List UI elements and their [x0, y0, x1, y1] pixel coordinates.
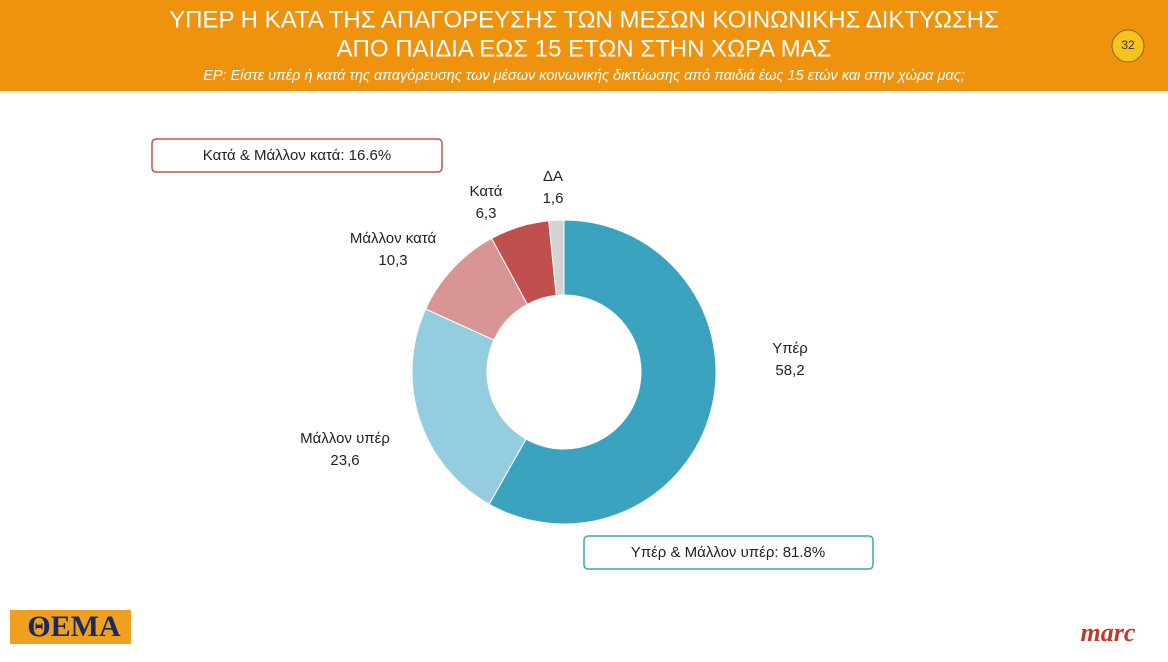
logo-bg — [10, 610, 131, 644]
annotation-box — [583, 535, 874, 570]
logo-left: ΘΕΜΑ — [27, 610, 121, 643]
logo-right: marc — [1081, 618, 1136, 647]
page-number: 32 — [1121, 38, 1135, 52]
chart-title: ΥΠΕΡ Η ΚΑΤΑ ΤΗΣ ΑΠΑΓΟΡΕΥΣΗΣ ΤΩΝ ΜΕΣΩΝ ΚΟ… — [169, 6, 999, 33]
category-label: Μάλλον κατά — [350, 230, 437, 247]
chart-title: ΑΠΟ ΠΑΙΔΙΑ ΕΩΣ 15 ΕΤΩΝ ΣΤΗΝ ΧΩΡΑ ΜΑΣ — [337, 35, 832, 62]
annotation-box — [151, 138, 443, 173]
annotation: Κατά & Μάλλον κατά: 16.6% — [203, 147, 391, 164]
value-label: 1,6 — [543, 190, 564, 207]
donut-segment — [548, 219, 565, 296]
category-label: Μάλλον υπέρ — [300, 430, 390, 447]
value-label: 10,3 — [378, 252, 407, 269]
value-label: 23,6 — [330, 452, 359, 469]
category-label: Κατά — [470, 183, 503, 200]
value-label: 6,3 — [476, 205, 497, 222]
donut-segment — [488, 219, 717, 525]
donut-segment — [411, 308, 527, 505]
chart-subtitle: ΕΡ: Είστε υπέρ ή κατά της απαγόρευσης τω… — [203, 68, 965, 84]
annotation: Υπέρ & Μάλλον υπέρ: 81.8% — [631, 544, 826, 561]
category-label: Υπέρ — [772, 340, 808, 357]
page-badge — [1111, 29, 1145, 63]
header-bar — [0, 0, 1168, 91]
category-label: ΔΑ — [543, 168, 563, 185]
value-label: 58,2 — [775, 362, 804, 379]
